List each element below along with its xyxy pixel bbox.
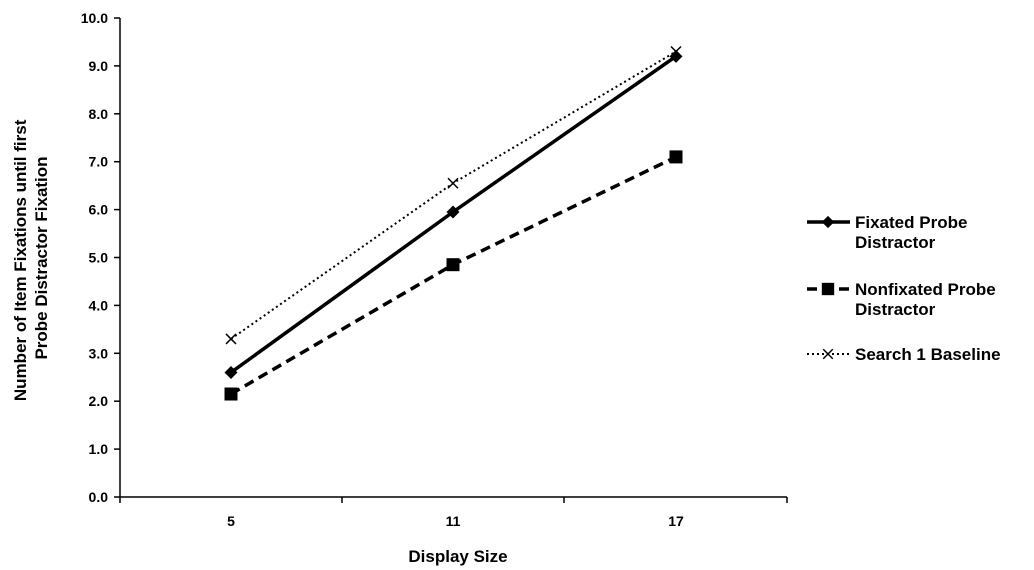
y-tick-label: 2.0 [89,393,109,409]
y-tick-label: 0.0 [89,489,109,505]
y-tick-label: 1.0 [89,441,109,457]
x-ticks: 5 11 17 [119,497,788,529]
series-2-point [446,258,460,272]
x-tick-label: 5 [227,513,235,529]
y-ticks: 0.0 1.0 2.0 3.0 4.0 5.0 6.0 7.0 8.0 9.0 10.0 [81,10,120,505]
legend-label-3-line-1: Search 1 Baseline [855,345,1001,364]
y-tick-label: 6.0 [89,202,109,218]
series-3-point [447,177,459,189]
legend-marker-2 [821,282,835,296]
series-3 [225,45,682,345]
series-2 [224,150,683,401]
series-1-point [446,205,460,219]
series-2-line [230,155,677,396]
series-1 [224,49,683,379]
x-tick-label: 11 [446,513,461,529]
x-tick-label: 17 [668,513,684,529]
legend-label-2-line-2: Distractor [855,300,936,319]
y-tick-label: 3.0 [89,345,109,361]
series-3-point [225,333,237,345]
series-1-point [224,365,238,379]
x-axis-title: Display Size [408,547,507,566]
y-tick-label: 5.0 [89,250,109,266]
series-layer [224,45,683,401]
series-3-point [670,45,682,58]
series-2-point [224,387,238,401]
y-axis-title-line-2: Probe Distractor Fixation [32,156,51,359]
y-tick-label: 10.0 [81,10,108,26]
legend-label-1-line-2: Distractor [855,233,936,252]
y-axis-title: Number of Item Fixations until first Pro… [11,115,51,401]
y-axis-title-line-1: Number of Item Fixations until first [11,119,30,401]
y-tick-label: 8.0 [89,106,109,122]
y-tick-label: 4.0 [89,297,109,313]
series-3-line [230,50,677,340]
legend-label-2-line-1: Nonfixated Probe [855,280,996,299]
legend-marker-1 [821,215,835,229]
y-tick-label: 9.0 [89,58,109,74]
axes [119,18,787,498]
legend-label-1-line-1: Fixated Probe [855,213,967,232]
y-tick-label: 7.0 [89,154,109,170]
series-2-point [669,150,683,164]
legend-item-3: Search 1 Baseline [807,345,1001,364]
legend-marker-3 [822,348,834,360]
